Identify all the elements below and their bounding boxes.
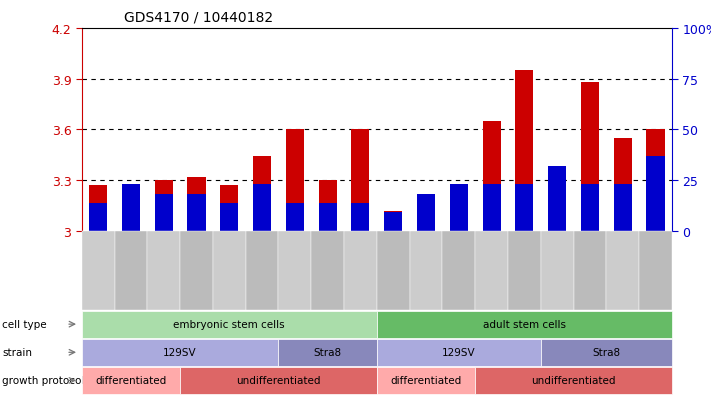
Bar [581,185,599,231]
Bar [253,185,271,231]
Bar [646,130,665,231]
Text: embryonic stem cells: embryonic stem cells [173,319,285,329]
Bar [319,204,337,231]
Bar [483,185,501,231]
Bar [614,185,632,231]
Bar [581,83,599,231]
Bar [155,194,173,231]
Bar [384,213,402,231]
Bar [319,181,337,231]
Text: adult stem cells: adult stem cells [483,319,566,329]
Bar [515,71,533,231]
Text: 129SV: 129SV [442,347,476,357]
Bar [384,211,402,231]
Bar [351,204,370,231]
Text: 129SV: 129SV [164,347,197,357]
Bar [122,189,140,231]
Bar [548,166,566,231]
Bar [417,211,435,231]
Bar [122,185,140,231]
Bar [89,204,107,231]
Bar [220,204,238,231]
Bar [188,194,205,231]
Text: strain: strain [2,347,32,357]
Bar [253,157,271,231]
Bar [450,185,468,231]
Text: cell type: cell type [2,319,47,329]
Bar [351,130,370,231]
Text: Stra8: Stra8 [314,347,342,357]
Bar [89,186,107,231]
Bar [548,181,566,231]
Bar [450,189,468,231]
Text: GDS4170 / 10440182: GDS4170 / 10440182 [124,10,274,24]
Bar [286,130,304,231]
Text: growth protocol: growth protocol [2,375,85,385]
Bar [417,194,435,231]
Bar [614,138,632,231]
Text: Stra8: Stra8 [592,347,621,357]
Bar [155,181,173,231]
Bar [286,204,304,231]
Bar [515,185,533,231]
Text: differentiated: differentiated [95,375,166,385]
Bar [188,177,205,231]
Bar [483,122,501,231]
Text: undifferentiated: undifferentiated [531,375,616,385]
Bar [220,186,238,231]
Text: differentiated: differentiated [390,375,461,385]
Bar [646,157,665,231]
Text: undifferentiated: undifferentiated [236,375,321,385]
